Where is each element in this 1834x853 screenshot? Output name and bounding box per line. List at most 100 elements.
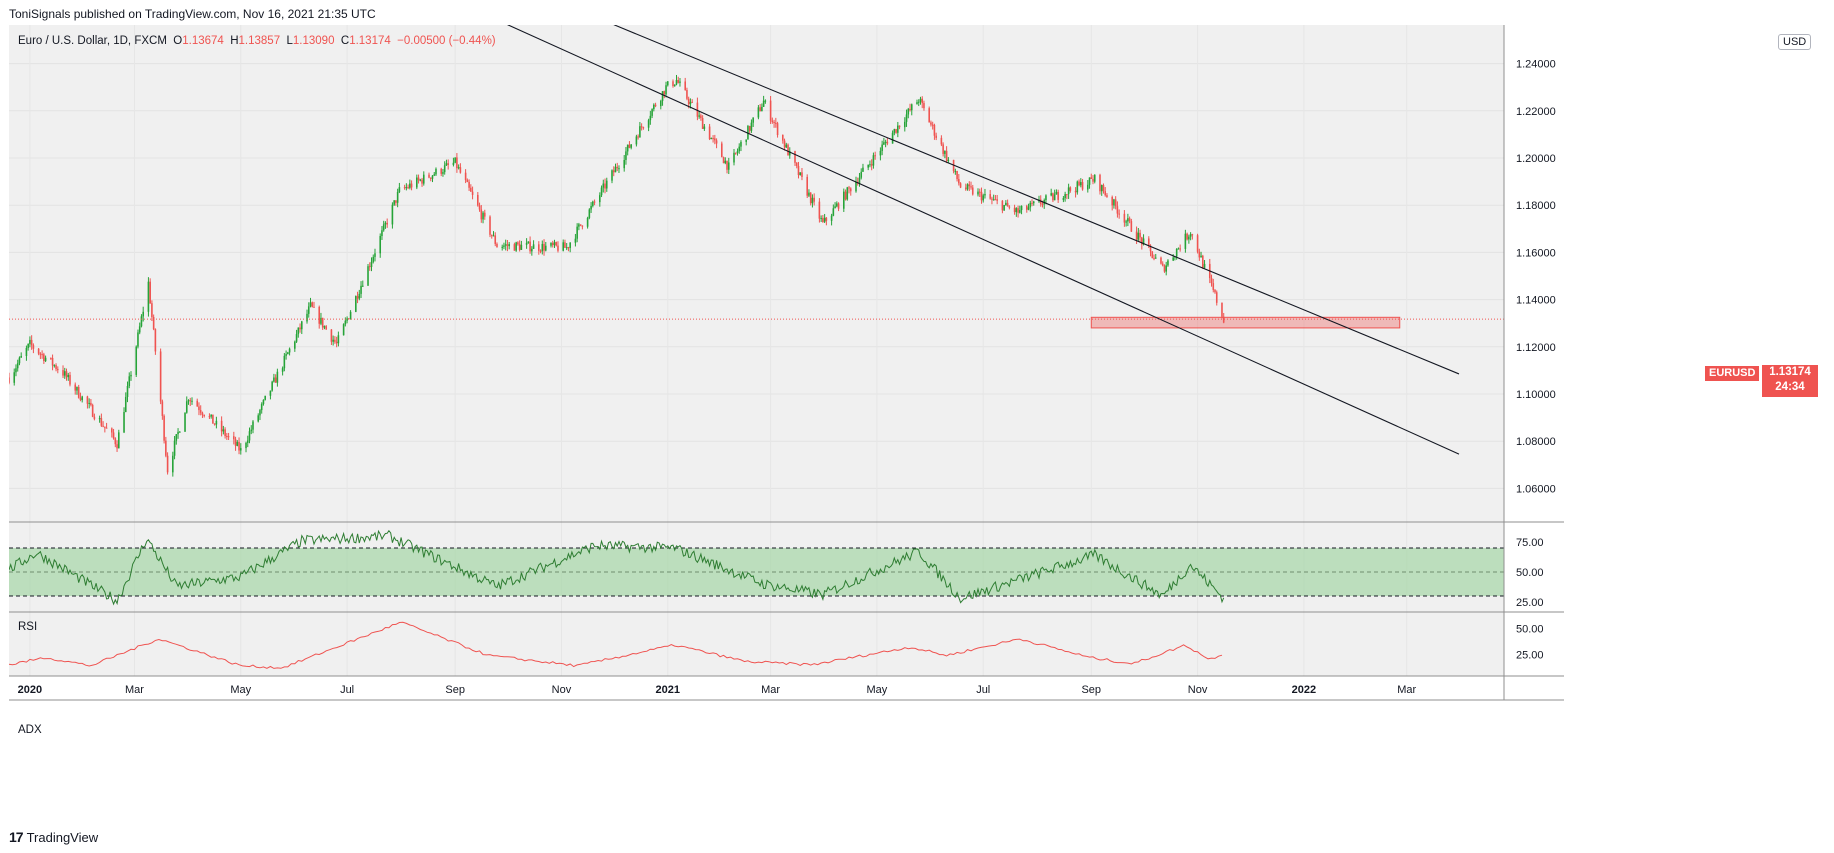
time-tick-label: May — [867, 684, 888, 696]
candle-body — [335, 341, 338, 344]
candle-body — [660, 100, 662, 107]
candle-body — [355, 296, 357, 312]
candle-body — [870, 164, 873, 166]
candle-body — [769, 100, 772, 121]
trendlines — [9, 25, 1504, 455]
candle-body — [386, 222, 388, 225]
candle-body — [1130, 221, 1133, 232]
candle-body — [801, 172, 803, 177]
candle-body — [196, 400, 199, 407]
candle-body — [321, 317, 324, 328]
candle-body — [1191, 234, 1194, 236]
candle-body — [626, 144, 629, 152]
candle-body — [604, 183, 606, 189]
time-tick-label: Mar — [125, 684, 144, 696]
candle-body — [238, 441, 240, 451]
candle-body — [860, 171, 863, 178]
candle-body — [893, 129, 896, 133]
candle-body — [212, 414, 214, 424]
price-tick-label: 1.18000 — [1516, 200, 1556, 212]
candle-body — [832, 208, 835, 216]
candle-body — [623, 159, 626, 169]
candle-body — [53, 365, 56, 367]
candle-body — [32, 345, 35, 349]
candle-body — [433, 174, 436, 176]
candle-body — [538, 244, 540, 251]
candle-body — [517, 242, 519, 245]
candle-body — [1203, 263, 1206, 268]
candle-body — [672, 81, 674, 87]
candle-body — [764, 100, 767, 102]
candle-body — [917, 101, 920, 103]
candle-body — [982, 195, 985, 201]
candle-body — [311, 302, 314, 307]
candle-body — [222, 429, 225, 432]
candle-body — [903, 121, 906, 128]
candle-body — [1198, 251, 1201, 258]
tradingview-logo-icon[interactable]: 17 — [9, 829, 24, 845]
candle-body — [508, 244, 510, 247]
candle-body — [281, 368, 284, 372]
candle-body — [663, 91, 666, 95]
candle-body — [551, 243, 554, 246]
price-tick-label: 1.10000 — [1516, 389, 1556, 401]
candle-body — [44, 357, 47, 362]
price-tick-label: 1.20000 — [1516, 153, 1556, 165]
candle-body — [637, 136, 639, 138]
candle-body — [1008, 206, 1011, 208]
candle-body — [1139, 232, 1141, 238]
candle-body — [100, 418, 103, 426]
candle-body — [539, 250, 542, 252]
candle-body — [830, 215, 833, 221]
candle-body — [944, 150, 946, 154]
candle-body — [886, 141, 889, 144]
candle-body — [471, 191, 474, 195]
candle-body — [503, 245, 505, 247]
candle-body — [56, 369, 59, 371]
candle-body — [910, 104, 913, 111]
candle-body — [541, 243, 544, 252]
brand-name[interactable]: TradingView — [26, 829, 99, 845]
candle-body — [76, 387, 78, 391]
candle-body — [599, 195, 601, 203]
candle-body — [1163, 265, 1166, 272]
candle-body — [287, 352, 289, 355]
candle-body — [1186, 233, 1188, 240]
candle-body — [468, 182, 470, 188]
candle-body — [836, 203, 838, 207]
candle-body — [1066, 194, 1068, 196]
candle-body — [452, 162, 455, 165]
candle-body — [940, 137, 943, 145]
chart-frame[interactable]: 1.24000 1.22000 1.20000 1.18000 1.16000 1.140… — [9, 25, 1834, 821]
candle-body — [586, 217, 589, 227]
candle-body — [984, 194, 986, 196]
candle-body — [781, 135, 784, 141]
legend-change: −0.00500 (−0.44%) — [397, 35, 496, 47]
candle-body — [342, 324, 345, 336]
price-chart[interactable]: 1.24000 1.22000 1.20000 1.18000 1.16000 1.140… — [9, 25, 1834, 821]
candle-body — [173, 440, 176, 456]
currency-badge[interactable]: USD — [1778, 34, 1812, 50]
candle-body — [410, 183, 413, 188]
candle-body — [201, 412, 204, 415]
rsi-band — [9, 547, 1504, 597]
candle-body — [98, 418, 101, 420]
candle-body — [124, 396, 127, 413]
candle-body — [679, 81, 681, 83]
candle-body — [867, 164, 869, 168]
candle-body — [1151, 251, 1154, 259]
candle-body — [862, 167, 864, 172]
candle-body — [1202, 255, 1204, 268]
candle-body — [1019, 210, 1021, 213]
candle-body — [20, 355, 22, 358]
candle-body — [958, 179, 960, 184]
candle-body — [123, 412, 125, 433]
candle-body — [300, 321, 303, 330]
candle-body — [794, 151, 796, 163]
candle-body — [199, 410, 202, 413]
price-tick-label: 1.06000 — [1516, 483, 1556, 495]
candle-body — [407, 187, 409, 189]
candle-body — [651, 109, 653, 116]
axes — [9, 25, 1564, 701]
candle-body — [562, 242, 565, 251]
